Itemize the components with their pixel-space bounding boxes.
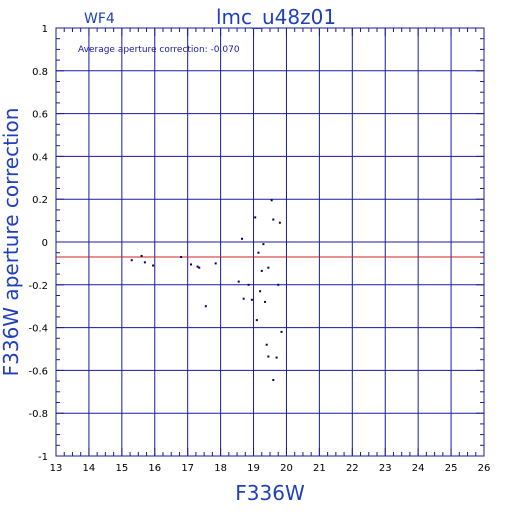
y-tick-label: 0.8 (32, 67, 48, 78)
x-tick-label: 24 (412, 463, 425, 474)
x-tick-label: 16 (148, 463, 161, 474)
y-tick-label: -0.8 (28, 409, 48, 420)
y-tick-label: 0.4 (32, 152, 48, 163)
y-tick-label: 0.2 (32, 195, 48, 206)
data-point (250, 298, 253, 301)
y-tick-label: -0.4 (28, 324, 48, 335)
data-point (204, 305, 207, 308)
data-point (214, 262, 217, 265)
x-axis-label: F336W (235, 481, 305, 505)
data-point (262, 243, 265, 246)
data-point (259, 290, 262, 293)
x-tick-label: 18 (214, 463, 227, 474)
y-tick-label: -0.6 (28, 366, 48, 377)
data-point (180, 255, 183, 258)
data-point (247, 283, 250, 286)
data-point (237, 280, 240, 283)
data-point (130, 259, 133, 262)
x-tick-label: 15 (115, 463, 128, 474)
chip-label: WF4 (84, 11, 115, 27)
y-tick-label: -1 (38, 452, 48, 463)
data-point (241, 237, 244, 240)
data-point (267, 355, 270, 358)
grid-lines (56, 28, 484, 456)
data-point (277, 283, 280, 286)
data-points (130, 199, 283, 382)
data-point (267, 266, 270, 269)
data-point (280, 330, 283, 333)
data-point (257, 251, 260, 254)
data-point (140, 254, 143, 257)
plot-frame (55, 27, 485, 457)
data-point (242, 297, 245, 300)
data-point (254, 216, 257, 219)
x-tick-label: 21 (313, 463, 326, 474)
data-point (255, 319, 258, 322)
data-point (189, 263, 192, 266)
x-tick-label: 14 (83, 463, 96, 474)
data-point (196, 265, 199, 268)
chart-title: lmc_u48z01 (216, 5, 336, 29)
average-annotation: Average aperture correction: -0.070 (78, 45, 240, 55)
x-tick-label: 26 (478, 463, 491, 474)
y-tick-label: 0 (42, 238, 48, 249)
data-point (272, 379, 275, 382)
data-point (270, 199, 273, 202)
data-point (143, 261, 146, 264)
y-tick-label: 1 (42, 24, 48, 35)
x-tick-label: 19 (247, 463, 260, 474)
data-point (264, 300, 267, 303)
data-point (198, 266, 201, 269)
y-axis-label: F336W aperture correction (0, 108, 23, 377)
data-point (152, 264, 155, 267)
data-point (260, 269, 263, 272)
y-tick-label: -0.2 (28, 281, 48, 292)
tick-labels: 13 14 15 16 17 18 19 20 21 22 23 24 25 26 -1 -0.8 -0.6 -0… (28, 24, 490, 474)
x-tick-label: 22 (346, 463, 359, 474)
data-point (272, 218, 275, 221)
x-tick-label: 23 (379, 463, 392, 474)
x-tick-label: 17 (181, 463, 194, 474)
data-point (278, 221, 281, 224)
x-tick-label: 20 (280, 463, 293, 474)
data-point (275, 356, 278, 359)
y-tick-label: 0.6 (32, 110, 48, 121)
x-tick-label: 13 (50, 463, 63, 474)
data-point (265, 343, 268, 346)
x-tick-label: 25 (445, 463, 458, 474)
